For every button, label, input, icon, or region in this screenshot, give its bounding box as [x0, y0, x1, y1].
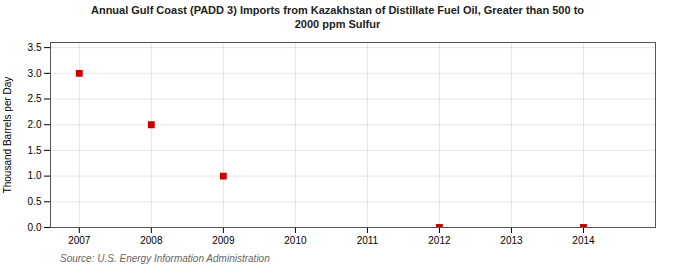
svg-text:2007: 2007 [68, 235, 91, 246]
svg-text:2008: 2008 [140, 235, 163, 246]
svg-text:2014: 2014 [572, 235, 595, 246]
svg-text:2010: 2010 [284, 235, 307, 246]
svg-text:2.5: 2.5 [28, 93, 42, 104]
svg-text:2.0: 2.0 [28, 119, 42, 130]
svg-text:1.0: 1.0 [28, 170, 42, 181]
svg-text:2012: 2012 [428, 235, 451, 246]
html-text:Annual Gulf Coast (PADD 3) Imp: Annual Gulf Coast (PADD 3) Imports from … [91, 4, 584, 30]
svg-text:0.5: 0.5 [28, 196, 42, 207]
svg-text:3.0: 3.0 [28, 68, 42, 79]
svg-text:1.5: 1.5 [28, 145, 42, 156]
svg-text:2011: 2011 [357, 235, 379, 246]
svg-text:2009: 2009 [212, 235, 235, 246]
svg-text:3.5: 3.5 [28, 42, 42, 53]
svg-text:2013: 2013 [500, 235, 523, 246]
svg-text:0.0: 0.0 [28, 222, 42, 233]
html-text:Source: U.S. Energy Informatio: Source: U.S. Energy Information Administ… [60, 253, 270, 264]
svg-text:Thousand Barrels per Day: Thousand Barrels per Day [2, 77, 13, 194]
